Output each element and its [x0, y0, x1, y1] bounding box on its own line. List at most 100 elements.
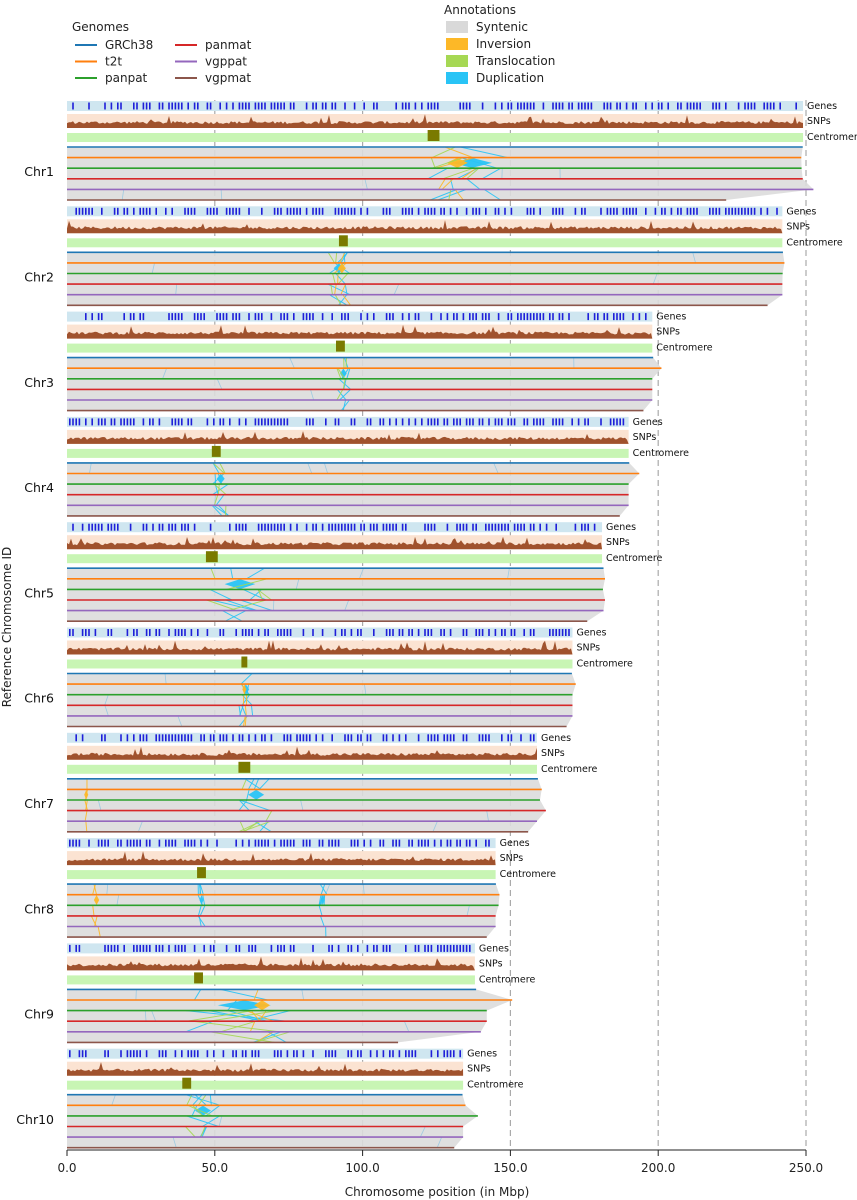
gene-mark	[430, 102, 433, 110]
gene-mark	[241, 102, 244, 110]
gene-mark	[760, 207, 762, 215]
gene-mark	[619, 102, 621, 110]
gene-mark	[245, 629, 247, 636]
sv-link-duplication	[225, 610, 247, 622]
gene-mark	[88, 523, 90, 531]
gene-mark	[501, 102, 503, 110]
gene-mark	[552, 207, 554, 215]
legend-label-vgppat: vgppat	[205, 55, 247, 69]
gene-mark	[69, 944, 71, 952]
gene-mark	[149, 207, 151, 215]
centromere-track	[67, 659, 573, 669]
sv-link-translocation	[466, 167, 480, 180]
gene-mark	[190, 207, 193, 215]
sv-block-inversion	[254, 1000, 271, 1011]
gene-mark	[136, 839, 138, 847]
sv-link-duplication	[319, 915, 325, 927]
gene-mark	[238, 313, 241, 321]
gene-mark	[497, 418, 500, 426]
gene-mark	[177, 313, 180, 321]
gene-mark	[533, 102, 535, 110]
gene-mark	[440, 629, 442, 636]
gene-mark	[296, 734, 298, 742]
sv-link-duplication	[225, 599, 258, 612]
gene-mark	[81, 207, 84, 215]
gene-mark	[280, 629, 282, 636]
sv-link-duplication	[258, 778, 270, 790]
gene-mark	[465, 839, 468, 847]
gene-mark	[174, 313, 177, 321]
sv-link-duplication	[222, 610, 243, 622]
gene-mark	[187, 102, 189, 110]
gene-mark	[545, 523, 548, 531]
sv-link-translocation	[442, 167, 474, 180]
gene-mark	[283, 418, 285, 426]
gene-mark	[446, 839, 449, 847]
x-ticks: 0.0 50.0 100.0 150.0 200.0 250.0	[57, 1150, 823, 1175]
gene-mark	[360, 207, 362, 215]
gene-mark	[91, 207, 93, 215]
gene-mark	[405, 523, 407, 531]
gene-mark	[293, 944, 295, 952]
gene-mark	[549, 629, 551, 636]
gene-mark	[584, 207, 586, 215]
gene-mark	[334, 629, 337, 636]
gene-mark	[171, 734, 173, 742]
gene-mark	[363, 102, 365, 110]
sv-link-duplication	[215, 494, 225, 506]
gene-mark	[107, 839, 109, 847]
gene-mark	[155, 629, 157, 636]
genes-track	[67, 1048, 464, 1059]
gene-mark	[321, 734, 324, 742]
gene-mark	[72, 102, 74, 110]
gene-mark	[328, 944, 330, 952]
gene-mark	[193, 313, 196, 321]
sv-link-duplication	[238, 799, 250, 811]
gene-mark	[427, 839, 429, 847]
gene-mark	[555, 418, 557, 426]
gene-mark	[366, 944, 369, 952]
gene-mark	[325, 418, 327, 426]
gene-mark	[219, 418, 221, 426]
sv-link-inversion	[339, 252, 346, 264]
gene-mark	[161, 944, 164, 952]
gene-mark	[440, 944, 442, 952]
gene-mark	[136, 629, 138, 636]
gene-mark	[145, 102, 148, 110]
genes-track-label: Genes	[786, 206, 816, 217]
gene-mark	[193, 944, 196, 952]
sv-link-duplication	[483, 188, 501, 201]
gene-mark	[401, 102, 404, 110]
gene-mark	[168, 734, 170, 742]
sv-link-duplication	[199, 905, 206, 917]
gene-mark	[305, 523, 308, 531]
gene-mark	[133, 313, 135, 321]
chromosome-panel-chr8: Genes SNPs Centromere Chr8	[24, 838, 556, 938]
gene-mark	[453, 313, 455, 321]
gene-mark	[225, 944, 228, 952]
snps-track-label: SNPs	[541, 748, 565, 759]
legend-label-panpat: panpat	[105, 71, 148, 85]
gene-mark	[302, 1050, 305, 1058]
gene-mark	[529, 313, 532, 321]
gene-mark	[264, 523, 266, 531]
gene-mark	[488, 734, 490, 742]
synteny-link	[175, 284, 178, 295]
genes-track-label: Genes	[541, 733, 571, 744]
gene-mark	[149, 418, 151, 426]
gene-mark	[133, 102, 135, 110]
chromosome-panel-chr1: Genes SNPs Centromere Chr1	[24, 101, 857, 201]
gene-mark	[433, 102, 436, 110]
annotations-legend-title: Annotations	[444, 3, 516, 17]
gene-mark	[417, 313, 420, 321]
gene-mark	[437, 418, 439, 426]
sv-link-duplication	[213, 504, 230, 517]
gene-mark	[552, 629, 554, 636]
snps-histogram	[67, 851, 496, 866]
gene-mark	[312, 207, 314, 215]
gene-mark	[456, 523, 458, 531]
gene-mark	[277, 629, 279, 636]
gene-mark	[481, 734, 484, 742]
gene-mark	[299, 207, 301, 215]
gene-mark	[302, 629, 305, 636]
